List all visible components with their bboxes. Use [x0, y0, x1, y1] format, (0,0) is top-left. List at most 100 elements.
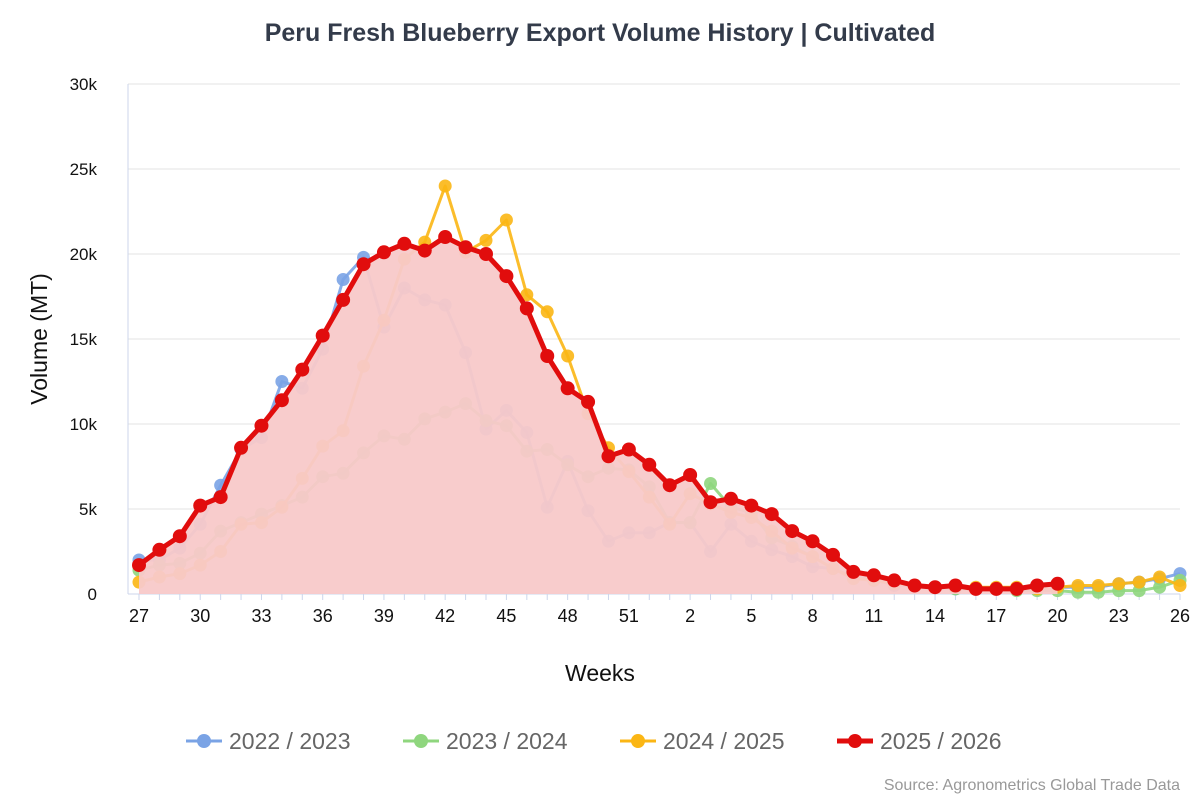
data-point[interactable] — [1132, 575, 1146, 589]
data-point[interactable] — [417, 243, 432, 258]
data-point[interactable] — [704, 477, 718, 490]
data-point[interactable] — [683, 468, 698, 482]
x-tick-label: 33 — [251, 606, 271, 626]
data-point[interactable] — [989, 581, 1004, 596]
data-point[interactable] — [968, 581, 983, 596]
data-point[interactable] — [805, 534, 820, 549]
data-point[interactable] — [723, 491, 738, 506]
legend-label: 2025 / 2026 — [880, 728, 1002, 754]
data-point[interactable] — [662, 478, 677, 493]
legend-item-3[interactable]: 2024 / 2025 — [620, 728, 785, 754]
data-point[interactable] — [866, 568, 881, 583]
data-point[interactable] — [479, 247, 493, 261]
source-note: Source: Agronometrics Global Trade Data — [884, 777, 1180, 794]
y-tick-label: 5k — [79, 500, 97, 519]
data-point[interactable] — [1091, 579, 1105, 592]
chart-title: Peru Fresh Blueberry Export Volume Histo… — [265, 19, 936, 47]
legend-label: 2024 / 2025 — [663, 728, 785, 754]
x-tick-label: 48 — [558, 606, 578, 626]
data-point[interactable] — [295, 362, 310, 377]
data-point[interactable] — [581, 394, 596, 409]
x-tick-label: 11 — [864, 606, 883, 626]
data-point[interactable] — [254, 418, 269, 433]
data-point[interactable] — [887, 573, 902, 588]
data-point[interactable] — [1071, 579, 1085, 592]
x-tick-label: 23 — [1109, 606, 1129, 626]
x-tick-label: 42 — [435, 606, 455, 626]
data-point[interactable] — [356, 257, 371, 272]
data-point[interactable] — [234, 440, 249, 455]
data-point[interactable] — [397, 236, 412, 251]
data-point[interactable] — [1173, 579, 1187, 592]
data-point[interactable] — [152, 542, 167, 557]
data-point[interactable] — [275, 375, 289, 388]
x-tick-label: 39 — [374, 606, 394, 626]
data-point[interactable] — [520, 288, 534, 302]
y-tick-label: 30k — [70, 75, 98, 94]
data-point[interactable] — [499, 269, 514, 284]
data-point[interactable] — [703, 495, 718, 510]
data-point[interactable] — [621, 442, 636, 457]
legend-item-2[interactable]: 2023 / 2024 — [403, 728, 568, 754]
y-axis-label: Volume (MT) — [26, 273, 52, 405]
y-axis-ticks: 0 5k 10k 15k 20k 25k 30k — [70, 75, 98, 604]
data-point[interactable] — [213, 490, 228, 505]
data-point[interactable] — [948, 578, 963, 593]
data-point[interactable] — [458, 240, 473, 255]
data-point[interactable] — [928, 580, 943, 595]
y-tick-label: 10k — [70, 415, 98, 434]
data-point[interactable] — [1050, 576, 1065, 591]
x-tick-label: 17 — [986, 606, 1006, 626]
data-point[interactable] — [642, 457, 657, 472]
x-tick-label: 14 — [925, 606, 945, 626]
data-point[interactable] — [519, 301, 534, 316]
x-tick-label: 20 — [1048, 606, 1068, 626]
data-point[interactable] — [1030, 578, 1045, 593]
data-point[interactable] — [540, 305, 554, 319]
data-point[interactable] — [1153, 580, 1167, 594]
x-tick-label: 26 — [1170, 606, 1190, 626]
data-point[interactable] — [274, 393, 289, 408]
legend-marker — [197, 734, 211, 748]
data-point[interactable] — [193, 498, 208, 513]
x-tick-label: 36 — [313, 606, 333, 626]
data-point[interactable] — [315, 328, 330, 343]
data-point[interactable] — [907, 578, 922, 593]
x-tick-label: 8 — [808, 606, 818, 626]
legend-item-1[interactable]: 2022 / 2023 — [186, 728, 351, 754]
plot-area — [132, 179, 1187, 599]
data-point[interactable] — [561, 349, 575, 363]
x-tick-label: 2 — [685, 606, 695, 626]
data-point[interactable] — [1009, 581, 1024, 596]
data-point[interactable] — [132, 558, 146, 573]
data-point[interactable] — [479, 233, 493, 247]
legend-label: 2023 / 2024 — [446, 728, 568, 754]
data-point[interactable] — [1153, 570, 1167, 584]
data-point[interactable] — [376, 245, 391, 260]
data-point[interactable] — [764, 507, 779, 522]
x-tick-label: 45 — [496, 606, 516, 626]
data-point[interactable] — [826, 547, 840, 562]
data-point[interactable] — [540, 349, 555, 363]
legend: 2022 / 2023 2023 / 2024 2024 / 2025 2025 / … — [186, 728, 1002, 754]
series-area — [139, 237, 1058, 594]
data-point[interactable] — [438, 179, 452, 193]
data-point[interactable] — [172, 529, 187, 544]
data-point[interactable] — [560, 381, 575, 396]
data-point[interactable] — [1112, 577, 1126, 591]
data-point[interactable] — [785, 524, 800, 539]
x-tick-label: 51 — [619, 606, 639, 626]
data-point[interactable] — [336, 292, 351, 307]
data-point[interactable] — [499, 213, 513, 227]
x-tick-label: 5 — [746, 606, 756, 626]
data-point[interactable] — [601, 449, 616, 464]
data-point[interactable] — [438, 230, 453, 244]
legend-item-4[interactable]: 2025 / 2026 — [837, 728, 1002, 754]
data-point[interactable] — [744, 498, 759, 513]
legend-label: 2022 / 2023 — [229, 728, 351, 754]
y-tick-label: 20k — [70, 245, 98, 264]
data-point[interactable] — [336, 273, 350, 286]
data-point[interactable] — [846, 564, 861, 579]
legend-marker — [414, 734, 428, 748]
